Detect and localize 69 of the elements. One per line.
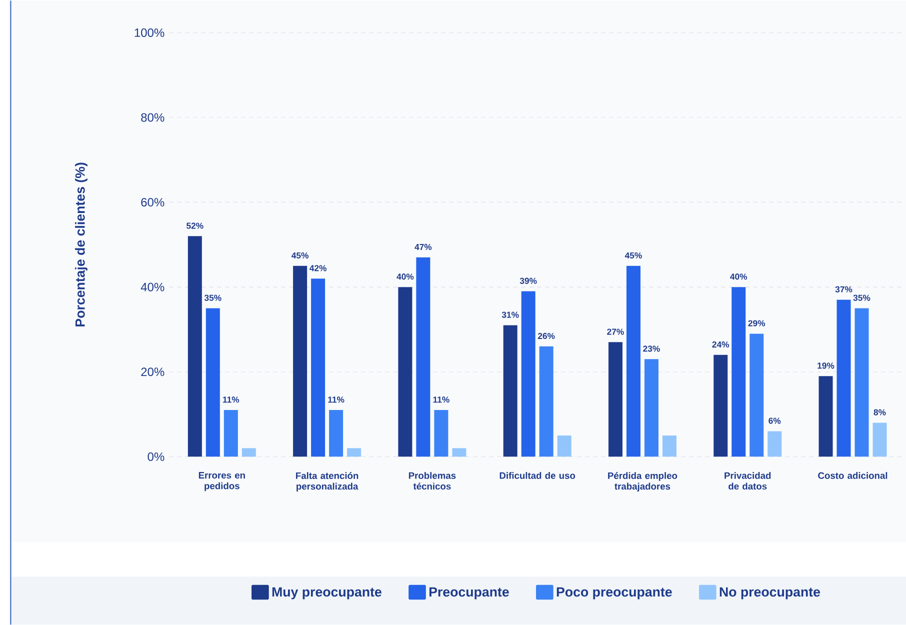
bar	[854, 308, 869, 457]
bar	[188, 236, 202, 457]
bar	[626, 266, 640, 457]
y-axis-title: Porcentaje de clientes (%)	[75, 162, 88, 326]
data-label: 26%	[538, 332, 555, 339]
data-label: 24%	[712, 341, 730, 348]
bar	[836, 300, 851, 457]
bar	[750, 334, 764, 457]
bar	[714, 354, 728, 457]
bar	[206, 308, 220, 457]
x-tick-label: Pérdida empleo trabajadores	[608, 472, 678, 492]
bar	[503, 325, 518, 457]
bar	[434, 410, 448, 457]
data-label: 40%	[730, 273, 748, 280]
bar	[521, 291, 536, 457]
data-label: 35%	[204, 294, 222, 301]
data-label: 45%	[624, 252, 642, 258]
legend-label: Preocupante	[429, 587, 509, 600]
bar	[608, 342, 622, 457]
data-label: 11%	[433, 396, 450, 402]
data-label: 6%	[768, 418, 781, 424]
data-label: 37%	[835, 286, 852, 292]
y-tick-label: 80%	[141, 113, 164, 122]
x-tick-label: Falta atención personalizada	[296, 472, 358, 492]
x-tick-label: Costo adicional	[818, 472, 888, 479]
y-tick-label: 20%	[141, 367, 164, 376]
data-label: 23%	[643, 345, 660, 352]
legend-label: Muy preocupante	[272, 587, 382, 600]
data-label: 47%	[414, 244, 432, 250]
y-tick-label: 100%	[134, 28, 164, 37]
data-label: 35%	[853, 294, 870, 301]
data-label: 19%	[818, 362, 834, 369]
data-label: 39%	[520, 278, 537, 284]
bar	[818, 376, 833, 457]
x-tick-label: Privacidad de datos	[724, 472, 771, 490]
bar	[452, 448, 466, 457]
legend-label: Poco preocupante	[556, 587, 672, 600]
y-tick-label: 60%	[141, 198, 164, 206]
bar	[644, 358, 658, 457]
bar	[398, 286, 412, 457]
bar	[329, 410, 344, 457]
data-label: 52%	[186, 222, 204, 229]
bar	[732, 286, 746, 457]
y-tick-label: 0%	[148, 452, 164, 461]
legend-label: No preocupante	[720, 587, 820, 600]
data-label: 27%	[607, 328, 624, 335]
bar	[768, 431, 782, 457]
x-tick-label: Problemas técnicos	[408, 472, 456, 490]
data-label: 31%	[502, 312, 519, 318]
bar	[557, 435, 572, 457]
bar	[539, 346, 554, 457]
bar	[416, 257, 430, 457]
y-tick-label: 40%	[140, 282, 164, 292]
bar	[242, 448, 256, 457]
data-label: 40%	[396, 273, 414, 280]
data-label: 11%	[328, 396, 344, 402]
data-label: 42%	[310, 264, 326, 272]
bar	[293, 266, 308, 457]
bar	[311, 278, 326, 457]
bar	[347, 448, 362, 457]
data-label: 29%	[748, 320, 766, 326]
bar	[224, 410, 238, 457]
data-label: 11%	[223, 396, 240, 402]
data-label: 8%	[874, 409, 886, 416]
x-tick-label: Dificultad de uso	[500, 472, 576, 479]
data-label: 45%	[292, 252, 308, 258]
x-tick-label: Errores en pedidos	[198, 472, 245, 491]
bar	[872, 422, 887, 457]
bar	[662, 435, 676, 457]
